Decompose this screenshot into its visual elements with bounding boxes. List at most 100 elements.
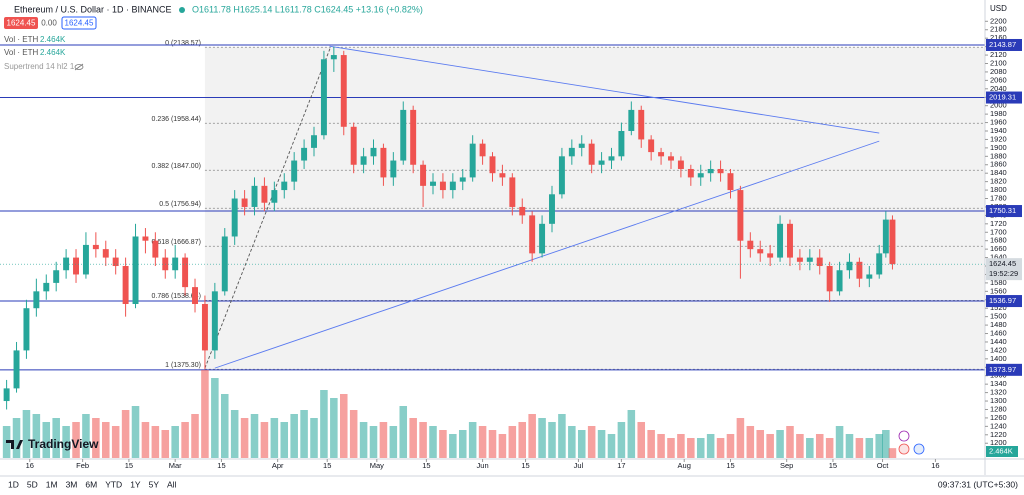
- timeframe-button[interactable]: YTD: [105, 479, 122, 489]
- volume-bar: [201, 370, 209, 458]
- volume-bar: [320, 390, 328, 458]
- logo-mark: [6, 440, 23, 449]
- candle-body: [82, 244, 89, 275]
- volume-bar: [508, 426, 517, 458]
- eye-icon[interactable]: [74, 63, 84, 71]
- volume-bar: [786, 426, 794, 458]
- x-tick-label: Aug: [678, 461, 691, 470]
- y-tick-label: 1720: [990, 219, 1007, 228]
- candle-body: [172, 257, 179, 271]
- volume-bar: [330, 398, 338, 458]
- event-icon[interactable]: [898, 443, 910, 455]
- candle-body: [648, 139, 655, 153]
- candle-body: [400, 109, 407, 161]
- timeframe-button[interactable]: All: [167, 479, 177, 489]
- x-tick-label: Sep: [780, 461, 793, 470]
- indicator[interactable]: Supertrend 14 hl2 1: [4, 62, 75, 71]
- volume-bar: [726, 434, 735, 458]
- y-tick-label: 1780: [990, 193, 1007, 202]
- y-tick-label: 1400: [990, 354, 1007, 363]
- indicator[interactable]: Vol · ETH: [4, 48, 38, 57]
- x-tick-label: 15: [521, 461, 529, 470]
- candle-body: [142, 236, 149, 241]
- y-tick-label: 1880: [990, 151, 1007, 160]
- fib-label: 0.5 (1756.94): [159, 201, 201, 208]
- volume-bar: [855, 438, 864, 458]
- level-box: [986, 363, 1022, 376]
- candle-body: [737, 190, 744, 241]
- y-tick-label: 2120: [990, 50, 1007, 59]
- y-tick-label: 1500: [990, 312, 1007, 321]
- x-tick-label: 15: [217, 461, 225, 470]
- candle-body: [330, 55, 337, 60]
- y-tick-label: 1640: [990, 253, 1007, 262]
- volume-bar: [339, 394, 348, 458]
- timeframe-button[interactable]: 6M: [85, 479, 97, 489]
- volume-bar: [72, 422, 80, 458]
- y-tick-label: 2200: [990, 16, 1007, 25]
- eye-outline[interactable]: [74, 64, 84, 70]
- fib-label: 0 (2138.57): [165, 40, 201, 47]
- level-box: [986, 205, 1022, 218]
- volume-bar: [637, 422, 646, 458]
- volume-bar: [250, 414, 259, 458]
- candle-body: [677, 160, 684, 169]
- volume-bar: [882, 430, 890, 458]
- volume-bar: [736, 418, 745, 458]
- clock[interactable]: 09:37:31 (UTC+5:30): [938, 479, 1018, 489]
- x-tick-label: Mar: [169, 461, 182, 470]
- event-icon[interactable]: [898, 430, 910, 442]
- y-tick-label: 1440: [990, 337, 1007, 346]
- candle-body: [628, 109, 635, 132]
- volume-bar: [429, 426, 437, 458]
- volume-bar: [806, 438, 814, 458]
- candle-body: [618, 131, 625, 157]
- y-tick-label: 1280: [990, 404, 1007, 413]
- level-label: 1373.97: [989, 365, 1016, 374]
- candle-body: [112, 257, 119, 267]
- timeframe-button[interactable]: 5Y: [149, 479, 160, 489]
- candle-body: [281, 181, 288, 191]
- timeframe-button[interactable]: 1M: [46, 479, 58, 489]
- buy-box[interactable]: [61, 16, 97, 30]
- timeframe-button[interactable]: 5D: [27, 479, 38, 489]
- volume-bar: [240, 418, 249, 458]
- volume-bar: [280, 422, 289, 458]
- volume-bar: [22, 410, 31, 458]
- volume-bar: [815, 434, 824, 458]
- x-tick-label: Jul: [574, 461, 584, 470]
- candle-body: [598, 160, 605, 165]
- candle-body: [53, 270, 60, 283]
- candle-body: [658, 152, 665, 157]
- currency[interactable]: USD: [990, 4, 1007, 13]
- volume-bar: [12, 418, 21, 458]
- volume-bar: [597, 430, 606, 458]
- indicator[interactable]: Vol · ETH: [4, 35, 38, 44]
- volume-bar: [875, 434, 883, 458]
- timeframe-button[interactable]: 1D: [8, 479, 19, 489]
- volume-bar: [161, 430, 170, 458]
- candle-body: [687, 168, 694, 178]
- event-icon[interactable]: [913, 443, 925, 455]
- y-tick-label: 2000: [990, 101, 1007, 110]
- volume-bar: [548, 422, 556, 458]
- candle-body: [92, 244, 99, 250]
- sell-price[interactable]: 1624.45: [7, 19, 36, 28]
- buy-price[interactable]: 1624.45: [65, 19, 94, 28]
- timeframe-button[interactable]: 3M: [66, 479, 78, 489]
- indicator-value: 2.464K: [40, 48, 66, 57]
- y-tick-label: 1960: [990, 118, 1007, 127]
- level-label: 2143.87: [989, 40, 1016, 49]
- candle-body: [23, 308, 30, 351]
- x-tick-label: Jun: [477, 461, 489, 470]
- x-tick-label: Oct: [877, 461, 890, 470]
- eye-slash[interactable]: [74, 63, 84, 71]
- timeframe-button[interactable]: 1Y: [130, 479, 141, 489]
- volume-bar: [776, 430, 784, 458]
- sell-box[interactable]: [4, 17, 38, 29]
- y-tick-label: 1520: [990, 303, 1007, 312]
- y-tick-label: 1300: [990, 396, 1007, 405]
- y-tick-label: 1320: [990, 388, 1007, 397]
- level-label: 1750.31: [989, 206, 1016, 215]
